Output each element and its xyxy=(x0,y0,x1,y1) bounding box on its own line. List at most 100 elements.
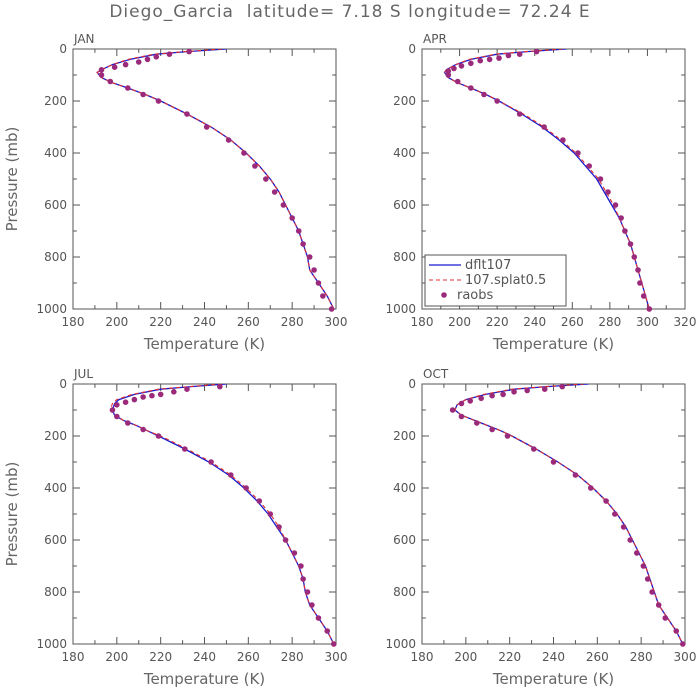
panel-label: APR xyxy=(423,32,447,46)
raobs-point xyxy=(315,615,322,621)
raobs-point xyxy=(166,51,173,57)
chart-panel-jul: JUL 180 200 220 240 260 280 300 0 200 400 600 800 100… xyxy=(3,367,347,688)
raobs-point xyxy=(631,254,638,260)
chart-panel-oct: OCT 180 200 220 240 260 280 300 0 200 400 600 800 100… xyxy=(385,367,696,688)
y-tick-label: 0 xyxy=(59,42,67,56)
y-axis-title: Pressure (mb) xyxy=(3,127,21,232)
y-tick-label: 800 xyxy=(44,250,67,264)
legend-label: dflt107 xyxy=(465,258,511,273)
raobs-point xyxy=(627,241,634,247)
y-tick-label: 800 xyxy=(44,585,67,599)
raobs-point xyxy=(256,498,263,504)
x-tick-label: 240 xyxy=(542,650,565,664)
raobs-point xyxy=(155,433,162,439)
raobs-point xyxy=(186,48,192,55)
raobs-point xyxy=(225,137,232,143)
raobs-point xyxy=(458,400,465,407)
raobs-point xyxy=(144,56,151,63)
x-tick-label: 200 xyxy=(448,315,471,329)
raobs-point xyxy=(300,576,306,582)
raobs-point xyxy=(98,72,105,78)
x-tick-label: 280 xyxy=(630,650,653,664)
raobs-point xyxy=(331,641,337,647)
y-tick-label: 400 xyxy=(393,481,416,495)
x-axis-title: Temperature (K) xyxy=(492,670,614,688)
raobs-point xyxy=(445,72,452,78)
raobs-point xyxy=(131,396,138,403)
raobs-point xyxy=(324,628,331,634)
y-tick-label: 600 xyxy=(393,533,416,547)
raobs-point xyxy=(451,65,457,72)
raobs-point xyxy=(516,111,523,117)
raobs-point xyxy=(505,52,512,59)
raobs-point xyxy=(640,293,647,299)
raobs-point xyxy=(560,137,566,143)
raobs-point xyxy=(504,433,511,439)
raobs-point xyxy=(311,267,317,273)
raobs-point xyxy=(637,280,643,286)
raobs-point xyxy=(618,215,624,221)
raobs-point xyxy=(673,628,680,634)
raobs-point xyxy=(135,59,142,65)
raobs-point xyxy=(620,524,627,530)
raobs-point xyxy=(494,98,500,104)
raobs-point xyxy=(467,398,474,404)
raobs-point xyxy=(646,306,653,312)
raobs-point xyxy=(655,602,662,608)
raobs-point xyxy=(304,589,311,595)
raobs-point xyxy=(243,485,249,491)
dflt107-series-line xyxy=(111,384,335,644)
raobs-point xyxy=(454,78,461,85)
raobs-point xyxy=(586,163,592,169)
panel-label: JAN xyxy=(73,32,95,46)
x-tick-label: 200 xyxy=(105,650,128,664)
raobs-point xyxy=(662,615,669,621)
x-tick-label: 320 xyxy=(674,315,697,329)
raobs-point xyxy=(500,391,506,398)
raobs-point xyxy=(184,386,190,393)
y-tick-label: 600 xyxy=(44,533,67,547)
x-tick-label: 280 xyxy=(281,650,304,664)
x-tick-label: 220 xyxy=(498,650,521,664)
legend-marker-raobs xyxy=(441,292,447,298)
raobs-point xyxy=(468,85,474,91)
raobs-point xyxy=(486,56,493,63)
y-tick-label: 200 xyxy=(393,429,416,443)
raobs-point xyxy=(603,498,609,504)
y-tick-label: 400 xyxy=(393,146,416,160)
raobs-point xyxy=(524,387,530,394)
raobs-point xyxy=(458,63,465,69)
raobs-point xyxy=(184,111,190,117)
legend-label: raobs xyxy=(457,288,494,303)
raobs-point xyxy=(315,280,322,286)
raobs-point xyxy=(559,383,566,390)
chart-panel-apr: APR 180 200 220 240 260 280 300 320 0 200 400 600 800… xyxy=(385,32,696,353)
raobs-point xyxy=(149,392,155,399)
y-tick-label: 200 xyxy=(44,94,67,108)
x-tick-label: 200 xyxy=(454,650,477,664)
raobs-point xyxy=(328,306,335,312)
raobs-point xyxy=(300,241,306,247)
raobs-point xyxy=(458,413,465,420)
raobs-point xyxy=(575,150,581,156)
raobs-point xyxy=(516,51,523,57)
y-tick-label: 600 xyxy=(393,198,416,212)
y-tick-label: 1000 xyxy=(385,302,416,316)
raobs-point xyxy=(489,392,495,399)
raobs-point xyxy=(291,550,298,556)
splat-series-line xyxy=(96,49,335,309)
raobs-point xyxy=(140,394,146,400)
x-tick-label: 280 xyxy=(598,315,621,329)
raobs-point xyxy=(282,537,289,543)
y-tick-label: 800 xyxy=(393,250,416,264)
raobs-point xyxy=(477,57,484,64)
raobs-point xyxy=(644,576,651,582)
raobs-point xyxy=(649,589,655,595)
raobs-point xyxy=(541,124,547,130)
y-tick-label: 1000 xyxy=(36,637,67,651)
raobs-point xyxy=(252,163,258,169)
x-tick-label: 220 xyxy=(149,315,172,329)
x-tick-label: 260 xyxy=(586,650,609,664)
raobs-point xyxy=(309,602,315,608)
raobs-point xyxy=(627,537,634,543)
